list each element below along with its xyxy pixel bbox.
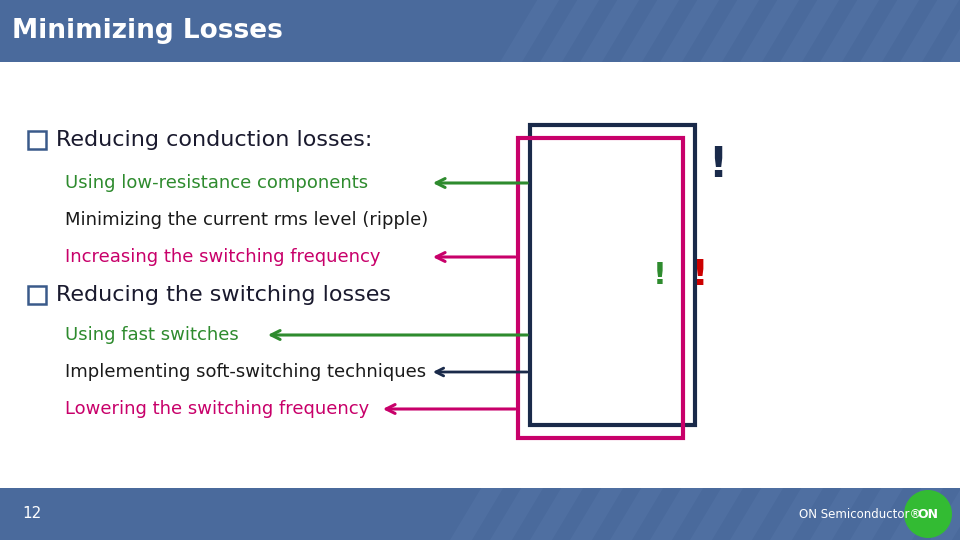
Text: !: !: [653, 260, 667, 289]
Text: Using low-resistance components: Using low-resistance components: [65, 174, 368, 192]
Bar: [28, 286, 46, 304]
Polygon shape: [540, 0, 599, 62]
Polygon shape: [770, 488, 824, 540]
Text: ON: ON: [918, 508, 939, 521]
Bar: [518, 138, 683, 438]
Polygon shape: [570, 488, 623, 540]
Circle shape: [904, 490, 952, 538]
Text: !: !: [692, 258, 708, 292]
Polygon shape: [850, 488, 903, 540]
Text: Reducing the switching losses: Reducing the switching losses: [56, 285, 391, 305]
Polygon shape: [820, 0, 879, 62]
Text: Minimizing Losses: Minimizing Losses: [12, 18, 283, 44]
Text: Using fast switches: Using fast switches: [65, 326, 239, 344]
Polygon shape: [730, 488, 783, 540]
Polygon shape: [740, 0, 799, 62]
Polygon shape: [900, 0, 959, 62]
Text: Implementing soft-switching techniques: Implementing soft-switching techniques: [65, 363, 426, 381]
Polygon shape: [610, 488, 663, 540]
Text: Reducing conduction losses:: Reducing conduction losses:: [56, 130, 372, 150]
Text: Minimizing the current rms level (ripple): Minimizing the current rms level (ripple…: [65, 211, 428, 229]
Text: ON Semiconductor®: ON Semiconductor®: [799, 508, 922, 521]
Polygon shape: [690, 488, 743, 540]
Polygon shape: [780, 0, 839, 62]
Polygon shape: [810, 488, 863, 540]
Polygon shape: [860, 0, 920, 62]
Polygon shape: [660, 0, 719, 62]
Polygon shape: [450, 488, 503, 540]
Polygon shape: [930, 488, 960, 540]
Text: Increasing the switching frequency: Increasing the switching frequency: [65, 248, 380, 266]
Polygon shape: [940, 0, 960, 62]
Bar: [0, 0, 960, 62]
Polygon shape: [490, 488, 543, 540]
Polygon shape: [530, 488, 584, 540]
Polygon shape: [620, 0, 680, 62]
Bar: [530, 125, 695, 425]
Polygon shape: [500, 0, 559, 62]
Polygon shape: [580, 0, 639, 62]
Bar: [28, 131, 46, 149]
Polygon shape: [650, 488, 703, 540]
Bar: [0, 488, 960, 540]
Text: Lowering the switching frequency: Lowering the switching frequency: [65, 400, 370, 418]
Text: !: !: [708, 144, 728, 186]
Text: 12: 12: [22, 507, 41, 522]
Polygon shape: [700, 0, 759, 62]
Polygon shape: [890, 488, 943, 540]
